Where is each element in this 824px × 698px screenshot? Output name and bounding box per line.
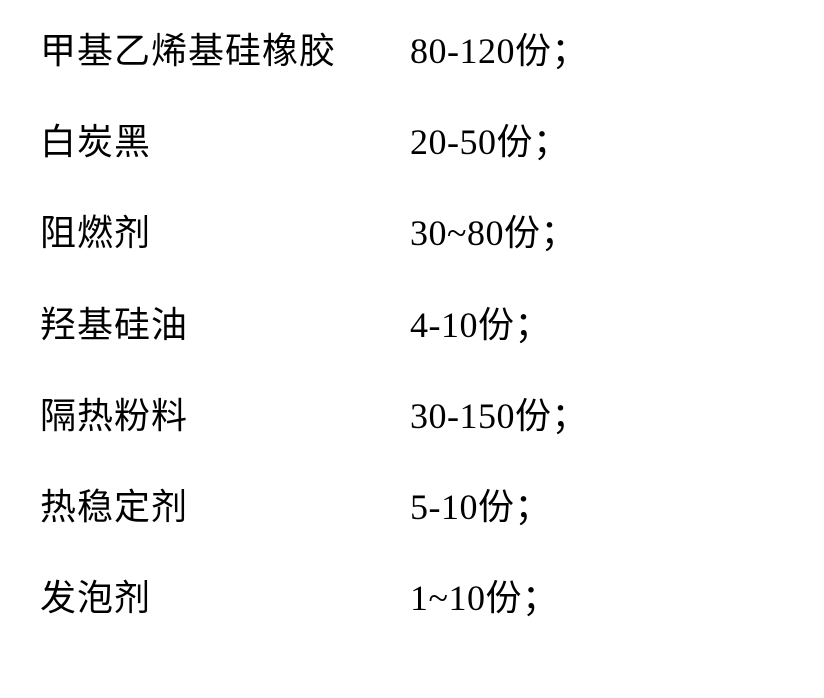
amount-unit: 份；: [478, 305, 551, 345]
amount-range: 30-150: [410, 396, 515, 436]
list-item: 白炭黑 20-50份；: [40, 121, 784, 164]
amount-range: 80-120: [410, 31, 515, 71]
amount-unit: 份；: [515, 396, 588, 436]
amount-unit: 份；: [497, 122, 570, 162]
ingredient-amount: 30-150份；: [410, 395, 588, 438]
amount-unit: 份；: [515, 31, 588, 71]
amount-unit: 份；: [485, 578, 558, 618]
list-item: 发泡剂 1~10份；: [40, 577, 784, 620]
ingredient-list: 甲基乙烯基硅橡胶 80-120份； 白炭黑 20-50份； 阻燃剂 30~80份…: [0, 0, 824, 698]
ingredient-label: 羟基硅油: [40, 304, 410, 347]
amount-range: 30~80: [410, 213, 504, 253]
ingredient-label: 阻燃剂: [40, 212, 410, 255]
amount-range: 20-50: [410, 122, 497, 162]
list-item: 阻燃剂 30~80份；: [40, 212, 784, 255]
ingredient-label: 甲基乙烯基硅橡胶: [40, 30, 410, 73]
list-item: 羟基硅油 4-10份；: [40, 304, 784, 347]
amount-unit: 份；: [478, 487, 551, 527]
amount-unit: 份；: [504, 213, 577, 253]
ingredient-amount: 4-10份；: [410, 304, 551, 347]
list-item: 隔热粉料 30-150份；: [40, 395, 784, 438]
list-item: 热稳定剂 5-10份；: [40, 486, 784, 529]
amount-range: 4-10: [410, 305, 478, 345]
amount-range: 5-10: [410, 487, 478, 527]
list-item: 甲基乙烯基硅橡胶 80-120份；: [40, 30, 784, 73]
amount-range: 1~10: [410, 578, 485, 618]
ingredient-label: 发泡剂: [40, 577, 410, 620]
ingredient-label: 白炭黑: [40, 121, 410, 164]
ingredient-label: 隔热粉料: [40, 395, 410, 438]
ingredient-label: 热稳定剂: [40, 486, 410, 529]
ingredient-amount: 1~10份；: [410, 577, 559, 620]
ingredient-amount: 5-10份；: [410, 486, 551, 529]
ingredient-amount: 30~80份；: [410, 212, 577, 255]
ingredient-amount: 20-50份；: [410, 121, 570, 164]
ingredient-amount: 80-120份；: [410, 30, 588, 73]
